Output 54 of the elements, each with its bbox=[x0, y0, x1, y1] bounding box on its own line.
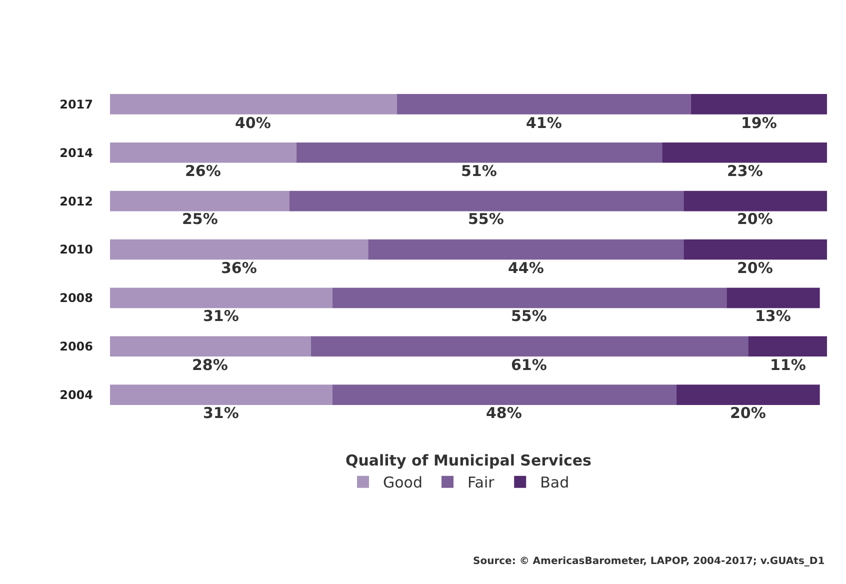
bar bbox=[332, 384, 676, 405]
data-label: 20% bbox=[737, 210, 773, 228]
data-label: 23% bbox=[727, 162, 763, 180]
bar bbox=[684, 239, 827, 260]
data-label: 20% bbox=[730, 404, 766, 422]
bar bbox=[676, 384, 820, 405]
bar bbox=[748, 336, 827, 357]
bar bbox=[110, 336, 311, 357]
source-note: Source: © AmericasBarometer, LAPOP, 2004-2017; v.GUAts_D1 bbox=[473, 556, 825, 567]
bar bbox=[110, 239, 368, 260]
bar bbox=[110, 190, 290, 212]
y-tick-label: 2014 bbox=[60, 146, 93, 160]
y-tick-label: 2017 bbox=[60, 97, 93, 112]
bar bbox=[110, 94, 397, 114]
data-label: 19% bbox=[741, 114, 777, 132]
bar bbox=[310, 336, 748, 357]
legend-label: Bad bbox=[540, 474, 570, 492]
data-label: 51% bbox=[461, 162, 497, 180]
data-label: 28% bbox=[192, 356, 228, 374]
data-label: 26% bbox=[185, 162, 221, 180]
data-label: 31% bbox=[203, 404, 239, 422]
bar bbox=[110, 288, 332, 308]
bar bbox=[289, 190, 684, 212]
bar bbox=[726, 288, 820, 308]
bar bbox=[110, 142, 296, 163]
y-tick-label: 2012 bbox=[60, 194, 93, 208]
legend-label: Fair bbox=[468, 474, 496, 492]
y-tick-label: 2010 bbox=[60, 242, 93, 257]
bar bbox=[396, 94, 691, 114]
data-label: 36% bbox=[221, 259, 257, 277]
data-label: 48% bbox=[486, 404, 522, 422]
legend-title: Quality of Municipal Services bbox=[345, 452, 592, 470]
bar bbox=[684, 190, 827, 212]
y-tick-label: 2008 bbox=[60, 291, 93, 306]
y-tick-label: 2006 bbox=[60, 340, 93, 354]
data-label: 31% bbox=[203, 307, 239, 325]
y-tick-label: 2004 bbox=[60, 388, 93, 402]
data-label: 41% bbox=[526, 114, 562, 132]
legend-label: Good bbox=[383, 474, 422, 492]
data-label: 25% bbox=[182, 210, 218, 228]
bar bbox=[332, 288, 727, 308]
data-label: 55% bbox=[468, 210, 504, 228]
bar bbox=[110, 384, 332, 405]
data-label: 20% bbox=[737, 259, 773, 277]
bar bbox=[662, 142, 827, 163]
bar bbox=[368, 239, 684, 260]
data-label: 61% bbox=[511, 356, 547, 374]
data-label: 40% bbox=[235, 114, 271, 132]
data-label: 55% bbox=[511, 307, 547, 325]
bar bbox=[296, 142, 662, 163]
data-label: 11% bbox=[770, 356, 806, 374]
data-label: 13% bbox=[755, 307, 791, 325]
bar bbox=[690, 94, 827, 114]
data-label: 44% bbox=[508, 259, 544, 277]
